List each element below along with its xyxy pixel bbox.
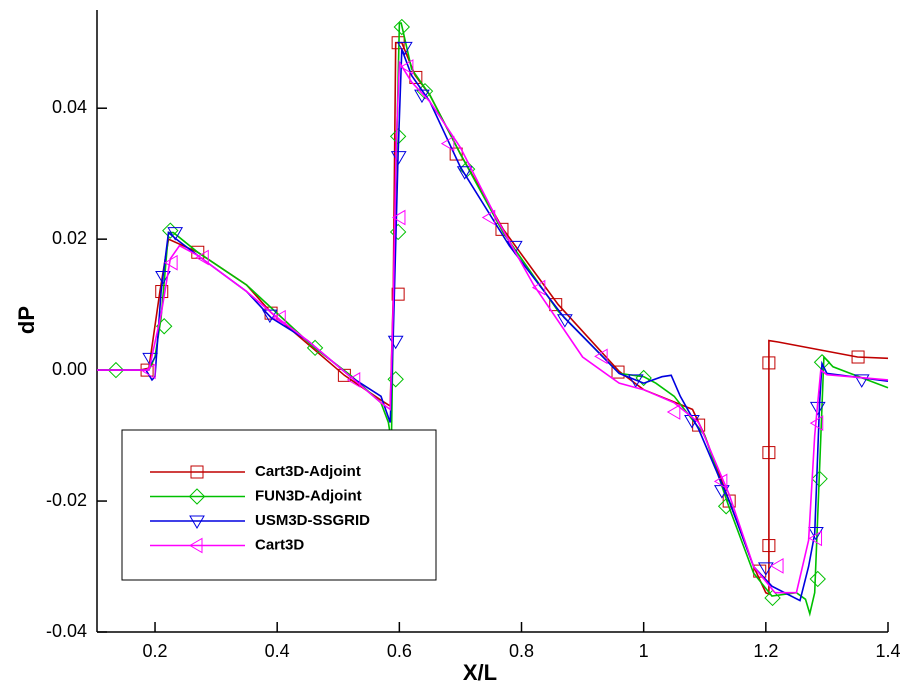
y-axis-label: dP — [14, 306, 39, 334]
marker — [713, 473, 728, 490]
marker — [531, 279, 546, 296]
x-tick-label: 1.2 — [753, 641, 778, 661]
marker — [506, 240, 523, 255]
marker — [481, 209, 496, 226]
marker — [764, 589, 781, 607]
marker — [393, 18, 411, 36]
marker — [391, 287, 405, 301]
series-line — [97, 49, 889, 602]
marker — [162, 222, 179, 239]
marker — [409, 70, 423, 84]
marker — [770, 558, 784, 574]
marker — [449, 147, 463, 161]
marker — [142, 363, 156, 380]
marker — [594, 348, 608, 365]
marker — [557, 314, 573, 328]
legend-marker — [190, 465, 204, 479]
marker — [808, 526, 824, 541]
y-tick-label: 0.00 — [52, 359, 87, 379]
marker — [717, 498, 735, 515]
legend: Cart3D-Adjoint FUN3D-Adjoint USM3D-SSGRID C… — [121, 429, 437, 581]
y-tick-label: -0.02 — [46, 490, 87, 510]
marker — [762, 539, 776, 553]
series-line — [97, 22, 889, 617]
x-tick-label: 0.2 — [143, 641, 168, 661]
marker — [396, 41, 413, 56]
marker — [142, 352, 159, 367]
legend-marker — [189, 515, 205, 529]
x-tick-label: 0.6 — [387, 641, 412, 661]
legend-label: USM3D-SSGRID — [255, 512, 370, 529]
marker — [635, 369, 652, 387]
marker — [195, 249, 209, 266]
marker — [627, 374, 644, 388]
marker — [456, 166, 473, 180]
marker — [762, 356, 776, 370]
marker — [762, 446, 776, 460]
marker — [611, 365, 625, 379]
x-tick-label: 1.4 — [875, 641, 900, 661]
marker — [549, 298, 563, 312]
marker — [391, 209, 406, 226]
x-axis-label: X/L — [463, 660, 497, 685]
marker — [107, 361, 125, 379]
legend-label: Cart3D-Adjoint — [255, 463, 361, 480]
x-tick-label: 0.8 — [509, 641, 534, 661]
legend-marker — [189, 537, 203, 554]
marker — [808, 530, 823, 547]
marker — [346, 372, 361, 388]
marker — [399, 59, 414, 75]
legend-marker — [188, 488, 206, 505]
marker — [306, 339, 324, 357]
marker — [164, 254, 178, 271]
y-tick-label: 0.04 — [52, 97, 87, 117]
marker — [261, 309, 278, 324]
marker — [684, 415, 700, 429]
marker — [272, 309, 286, 326]
marker — [851, 350, 865, 364]
legend-label: Cart3D — [255, 536, 304, 553]
marker — [167, 227, 184, 241]
marker — [666, 404, 681, 420]
marker — [809, 570, 826, 588]
marker — [440, 135, 455, 152]
legend-box — [121, 429, 437, 581]
x-tick-label: 0.4 — [265, 641, 290, 661]
y-tick-label: 0.02 — [52, 228, 87, 248]
legend-label: FUN3D-Adjoint — [255, 487, 362, 504]
series-line — [97, 59, 889, 594]
marker — [853, 374, 870, 388]
marker — [809, 415, 824, 432]
x-tick-label: 1 — [639, 641, 649, 661]
marker — [757, 562, 774, 576]
marker — [387, 335, 404, 350]
marker — [811, 470, 828, 487]
marker — [389, 223, 407, 241]
y-tick-label: -0.04 — [46, 621, 87, 641]
